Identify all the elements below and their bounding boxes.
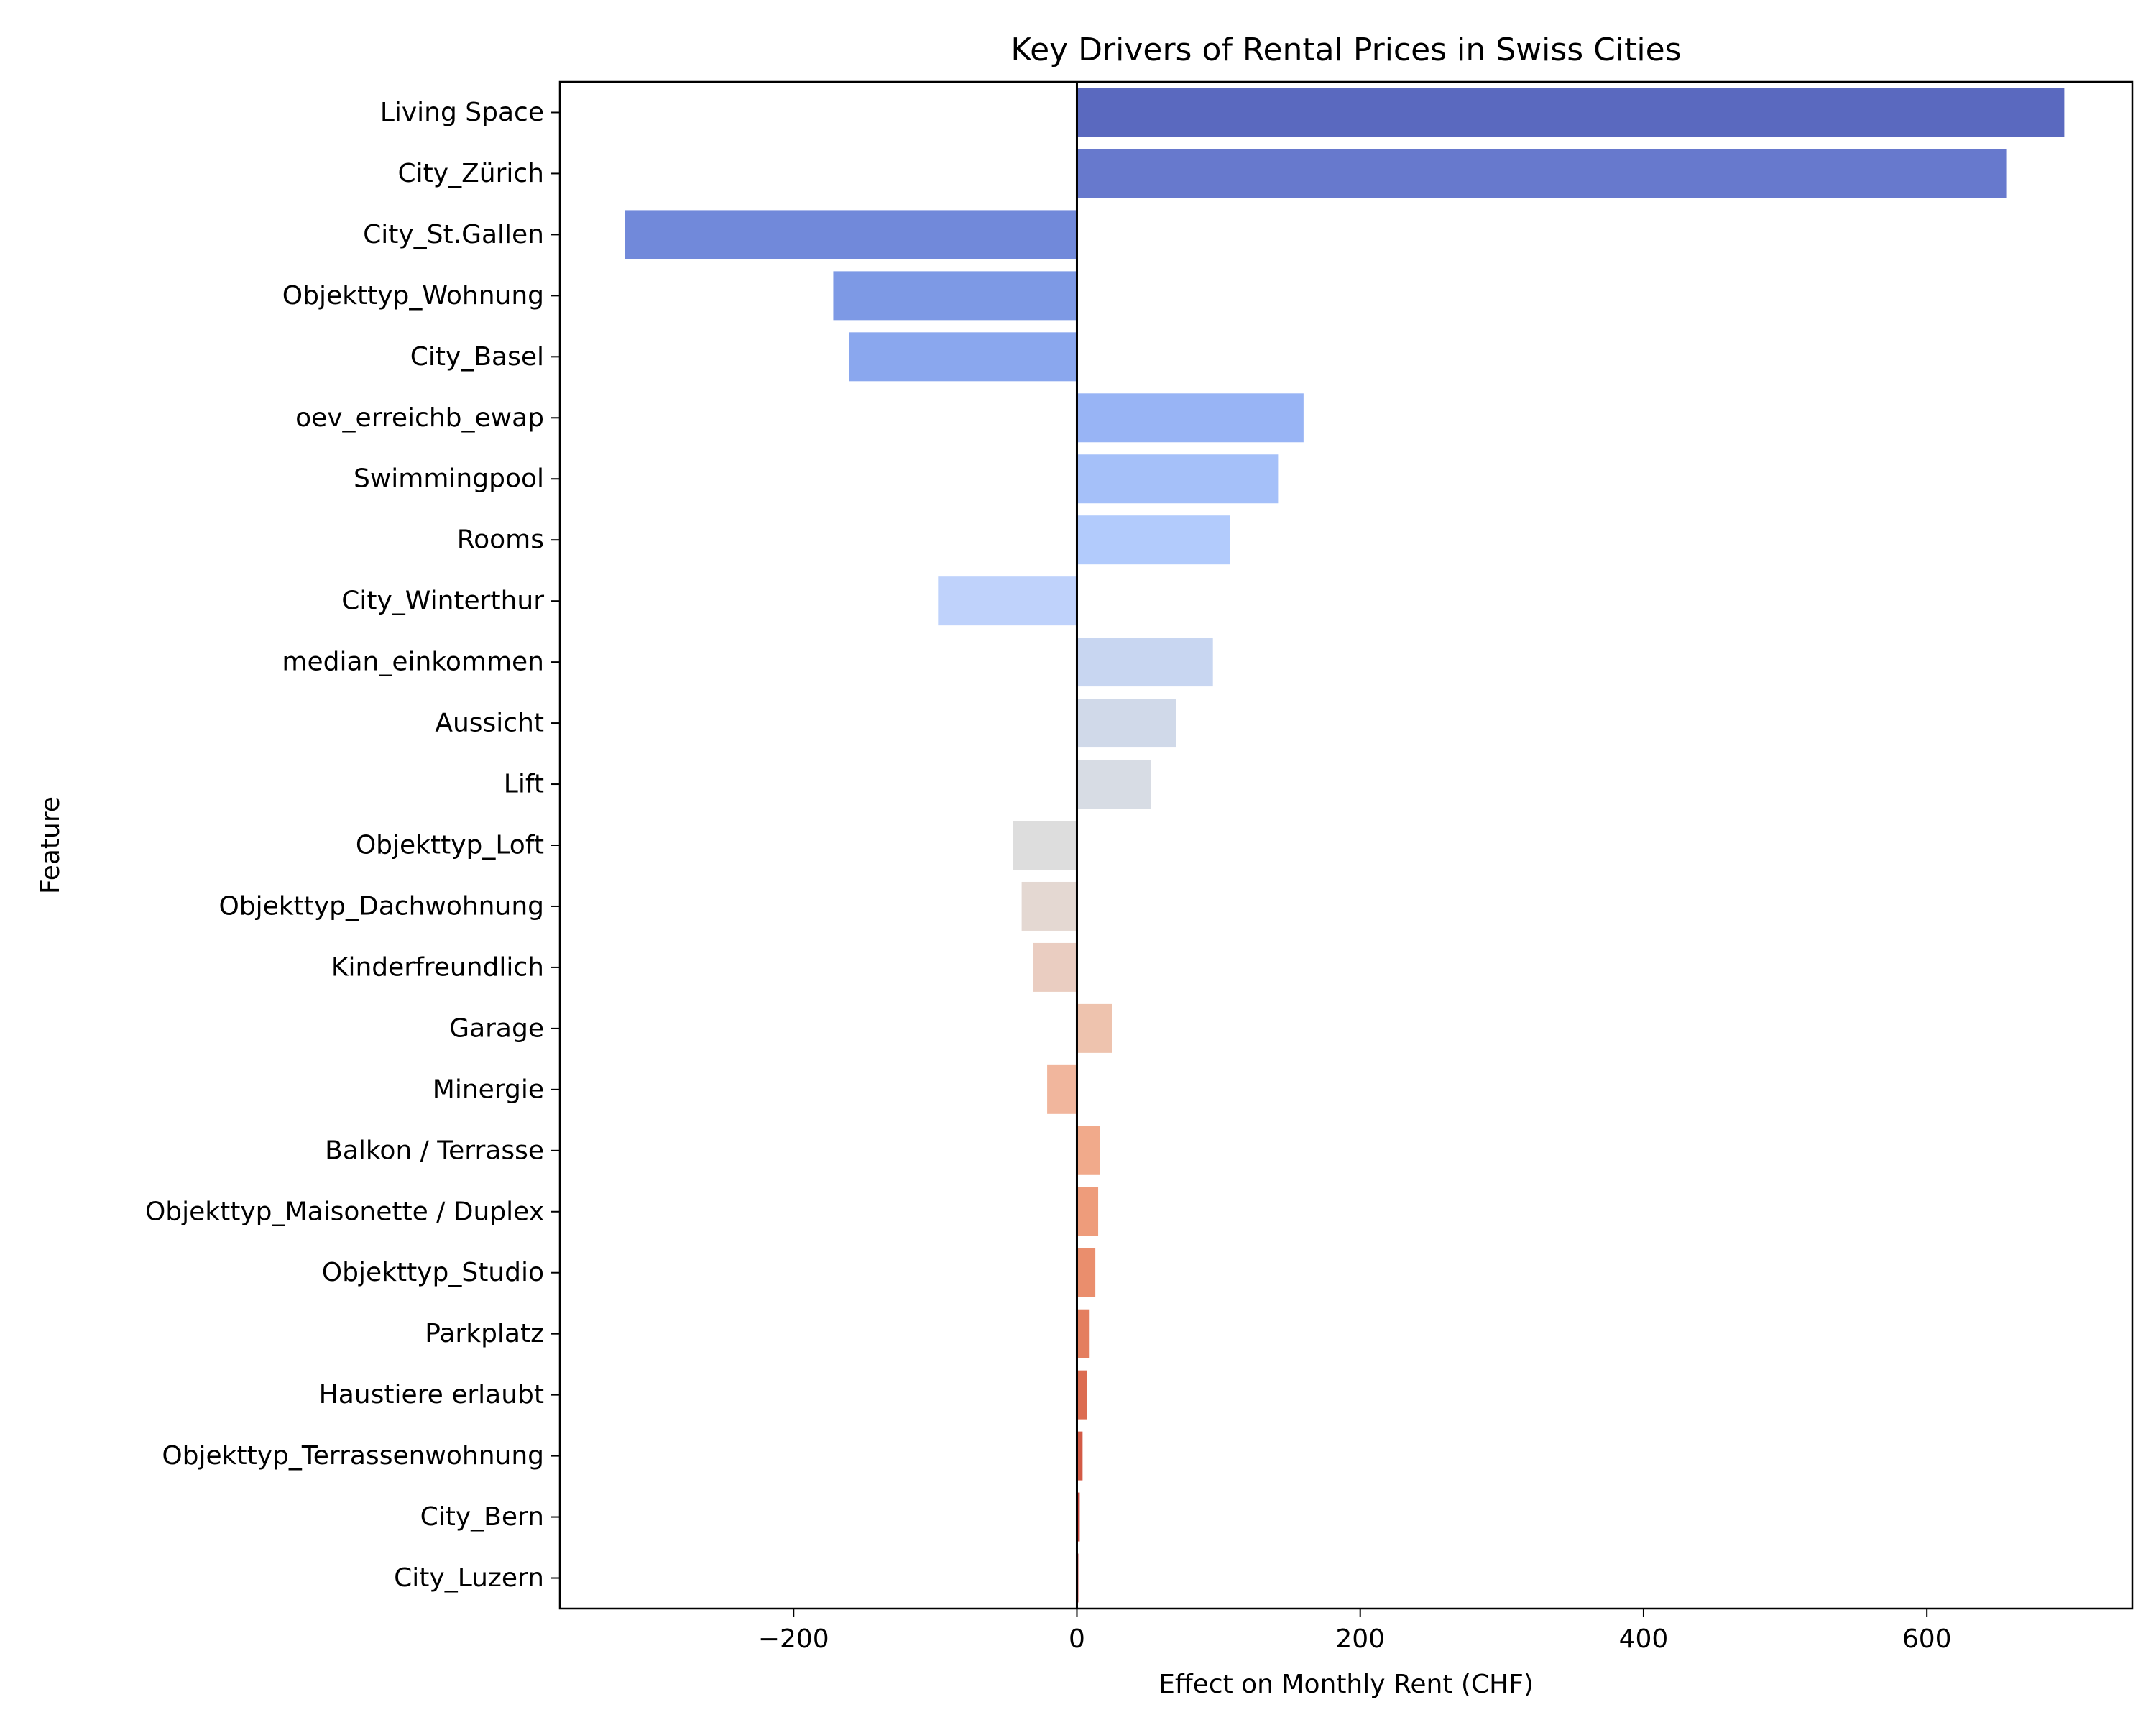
x-axis-label: Effect on Monthly Rent (CHF) [1158, 1670, 1534, 1699]
plot-frame [558, 80, 2134, 1610]
y-tick-label: Minergie [433, 1075, 544, 1104]
bar-garage [1077, 1003, 1112, 1053]
y-tick-label: Objekttyp_Terrassenwohnung [162, 1441, 544, 1471]
bar-kinderfreundlich [1033, 942, 1077, 992]
bar-lift [1077, 760, 1151, 809]
y-tick-label: Swimmingpool [354, 464, 544, 494]
bar-city-bern [1077, 1492, 1080, 1542]
bar-objekttyp-dachwohnung [1021, 881, 1077, 931]
bar-objekttyp-maisonette-duplex [1077, 1187, 1099, 1236]
x-tick-label: −200 [758, 1624, 829, 1654]
bar-aussicht [1077, 699, 1176, 748]
bar-parkplatz [1077, 1309, 1090, 1358]
bar-city-st-gallen [625, 210, 1077, 259]
y-tick-label: median_einkommen [282, 648, 544, 677]
y-tick-label: Living Space [380, 98, 544, 127]
y-tick-label: Kinderfreundlich [331, 952, 544, 982]
bars-group [625, 88, 2065, 1603]
x-tick-label: 0 [1069, 1624, 1085, 1654]
bar-city-winterthur [938, 576, 1077, 626]
x-axis-ticks: −200 0 200 400 600 [758, 1609, 1952, 1654]
y-tick-label: Rooms [457, 525, 544, 555]
bar-swimmingpool [1077, 454, 1279, 504]
bar-objekttyp-terrassenwohnung [1077, 1431, 1083, 1481]
y-tick-label: Objekttyp_Wohnung [282, 281, 544, 310]
y-tick-label: Parkplatz [425, 1319, 544, 1348]
y-tick-label: Haustiere erlaubt [319, 1380, 544, 1409]
y-tick-labels: Living Space City_Zürich City_St.Gallen Obj… [145, 98, 544, 1593]
y-tick-label: City_Luzern [394, 1563, 544, 1593]
bar-objekttyp-studio [1077, 1248, 1096, 1297]
y-tick-label: Aussicht [435, 709, 544, 738]
y-tick-label: Garage [449, 1013, 544, 1043]
y-tick-label: City_Winterthur [341, 586, 544, 616]
bar-balkon-terrasse [1077, 1126, 1100, 1175]
x-tick-label: 600 [1902, 1624, 1952, 1654]
bar-objekttyp-wohnung [833, 271, 1077, 321]
chart-title: Key Drivers of Rental Prices in Swiss Ci… [1010, 32, 1681, 68]
y-tick-label: Lift [504, 770, 544, 799]
x-tick-label: 400 [1619, 1624, 1669, 1654]
bar-living-space [1077, 88, 2065, 137]
y-tick-label: City_St.Gallen [363, 220, 544, 249]
y-tick-label: Objekttyp_Loft [356, 831, 544, 860]
x-tick-label: 200 [1335, 1624, 1385, 1654]
y-tick-label: City_Zürich [398, 159, 544, 188]
y-tick-label: Objekttyp_Dachwohnung [218, 891, 544, 921]
y-tick-label: Balkon / Terrasse [325, 1136, 544, 1165]
y-tick-label: Objekttyp_Studio [322, 1258, 544, 1287]
y-tick-marks [551, 111, 560, 1579]
y-tick-label: City_Bern [420, 1502, 544, 1532]
bar-minergie [1047, 1064, 1077, 1114]
bar-median-einkommen [1077, 638, 1213, 687]
bar-city-basel [849, 332, 1077, 382]
bar-oev-erreichb-ewap [1077, 393, 1304, 443]
bar-objekttyp-loft [1013, 821, 1077, 870]
y-tick-label: Objekttyp_Maisonette / Duplex [145, 1197, 544, 1226]
y-axis-label: Feature [36, 796, 65, 894]
bar-city-zurich [1077, 149, 2007, 198]
bar-haustiere-erlaubt [1077, 1370, 1087, 1420]
y-tick-label: City_Basel [410, 342, 544, 372]
bar-rooms [1077, 515, 1230, 565]
y-tick-label: oev_erreichb_ewap [295, 403, 544, 433]
